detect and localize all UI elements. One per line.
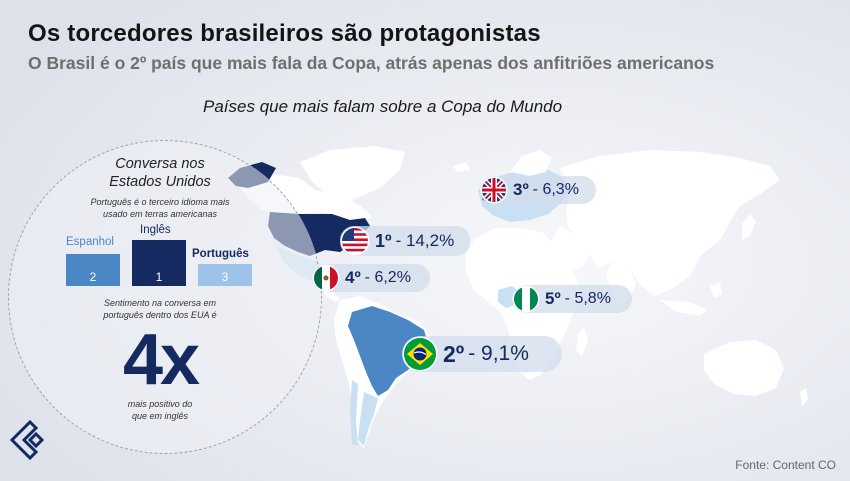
greenland: [300, 146, 405, 200]
map-title: Países que mais falam sobre a Copa do Mu…: [203, 97, 563, 116]
rank-usa: 1º: [375, 230, 392, 251]
us-note-line1: Português é o terceiro idioma mais: [90, 197, 230, 207]
sentiment-after-note: mais positivo do que em inglês: [90, 398, 230, 422]
rank-mexico: 4º: [345, 268, 361, 287]
country-label-mexico: 4º - 6,2%: [312, 264, 430, 292]
us-panel-title: Conversa nos Estados Unidos: [80, 155, 240, 191]
lang-label-espanhol: Espanhol: [66, 236, 114, 248]
argentina: [358, 392, 378, 446]
lang-bar-espanhol: 2: [66, 254, 120, 286]
pct-usa: - 14,2%: [395, 231, 455, 250]
brand-logo-icon: [9, 419, 45, 461]
sentiment-multiplier: 4x: [122, 320, 200, 400]
australia: [704, 340, 784, 396]
us-panel-title-line2: Estados Unidos: [109, 174, 211, 190]
country-label-usa: 1º - 14,2%: [340, 226, 470, 256]
page-subtitle: O Brasil é o 2º país que mais fala da Co…: [28, 53, 715, 73]
nigeria-flag-icon: [514, 287, 538, 311]
rank-brazil: 2º: [443, 340, 465, 367]
page-title: Os torcedores brasileiros são protagonis…: [28, 20, 541, 47]
sentiment-after-line2: que em inglês: [131, 411, 189, 421]
rank-nigeria: 5º: [545, 289, 561, 308]
sentiment-after-line1: mais positivo do: [127, 399, 193, 409]
us-note-line2: usado em terras americanas: [102, 209, 218, 219]
usa-flag-icon: [342, 228, 368, 254]
country-label-nigeria: 5º - 5,8%: [512, 285, 632, 313]
rank-uk: 3º: [513, 180, 529, 199]
us-panel-title-line1: Conversa nos: [115, 156, 205, 172]
pct-uk: - 6,3%: [532, 181, 579, 198]
us-panel-circle: [8, 140, 322, 454]
source-credit: Fonte: Content CO: [735, 458, 836, 472]
pct-nigeria: - 5,8%: [564, 290, 611, 307]
asia: [560, 150, 780, 296]
lang-label-portugues: Português: [192, 248, 249, 260]
brazil: [348, 306, 428, 396]
lang-position-espanhol: 2: [89, 270, 97, 284]
lang-position-ingles: 1: [155, 270, 163, 284]
lang-position-portugues: 3: [221, 270, 229, 284]
mexico-flag-icon: [314, 266, 338, 290]
sentiment-line2: português dentro dos EUA é: [103, 310, 217, 320]
sentiment-line1: Sentimento na conversa em: [103, 298, 217, 308]
us-panel-note: Português é o terceiro idioma mais usado…: [70, 196, 250, 220]
pct-brazil: - 9,1%: [468, 342, 529, 365]
pct-mexico: - 6,2%: [364, 269, 411, 286]
lang-bar-portugues: 3: [198, 264, 252, 286]
brazil-flag-icon: [404, 338, 436, 370]
lang-bar-ingles: 1: [132, 240, 186, 286]
uk-flag-icon: [482, 178, 506, 202]
lang-label-ingles: Inglês: [140, 224, 171, 236]
country-label-uk: 3º - 6,3%: [480, 176, 596, 204]
country-label-brazil: 2º - 9,1%: [402, 336, 562, 372]
sentiment-note: Sentimento na conversa em português dent…: [70, 297, 250, 321]
